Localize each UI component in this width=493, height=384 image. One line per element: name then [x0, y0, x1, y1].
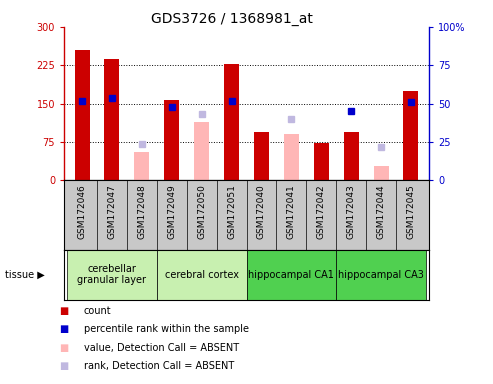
Text: GSM172041: GSM172041: [287, 184, 296, 239]
Text: GDS3726 / 1368981_at: GDS3726 / 1368981_at: [151, 12, 313, 25]
Text: rank, Detection Call = ABSENT: rank, Detection Call = ABSENT: [84, 361, 234, 371]
Text: cerebral cortex: cerebral cortex: [165, 270, 239, 280]
Bar: [336, 250, 426, 300]
Bar: [403, 91, 419, 180]
Text: GSM172050: GSM172050: [197, 184, 206, 239]
Bar: [254, 132, 269, 180]
Bar: [284, 134, 299, 180]
Text: ■: ■: [59, 306, 69, 316]
Text: ■: ■: [59, 343, 69, 353]
Text: value, Detection Call = ABSENT: value, Detection Call = ABSENT: [84, 343, 239, 353]
Text: GSM172046: GSM172046: [77, 184, 87, 239]
Bar: [164, 99, 179, 180]
Bar: [67, 250, 157, 300]
Text: GSM172049: GSM172049: [167, 184, 176, 239]
Text: GSM172047: GSM172047: [107, 184, 116, 239]
Text: GSM172044: GSM172044: [377, 184, 386, 238]
Bar: [314, 143, 329, 180]
Bar: [374, 166, 388, 180]
Text: percentile rank within the sample: percentile rank within the sample: [84, 324, 249, 334]
Bar: [344, 132, 358, 180]
Bar: [135, 152, 149, 180]
Text: count: count: [84, 306, 111, 316]
Text: GSM172045: GSM172045: [406, 184, 416, 239]
Text: GSM172040: GSM172040: [257, 184, 266, 239]
Bar: [194, 122, 209, 180]
Text: GSM172042: GSM172042: [317, 184, 326, 238]
Text: ■: ■: [59, 361, 69, 371]
Text: hippocampal CA3: hippocampal CA3: [338, 270, 424, 280]
Bar: [224, 64, 239, 180]
Bar: [246, 250, 336, 300]
Bar: [74, 50, 90, 180]
Text: GSM172043: GSM172043: [347, 184, 355, 239]
Bar: [157, 250, 246, 300]
Text: tissue ▶: tissue ▶: [5, 270, 45, 280]
Text: hippocampal CA1: hippocampal CA1: [248, 270, 334, 280]
Bar: [105, 59, 119, 180]
Text: GSM172048: GSM172048: [138, 184, 146, 239]
Text: cerebellar
granular layer: cerebellar granular layer: [77, 264, 146, 285]
Text: ■: ■: [59, 324, 69, 334]
Text: GSM172051: GSM172051: [227, 184, 236, 239]
